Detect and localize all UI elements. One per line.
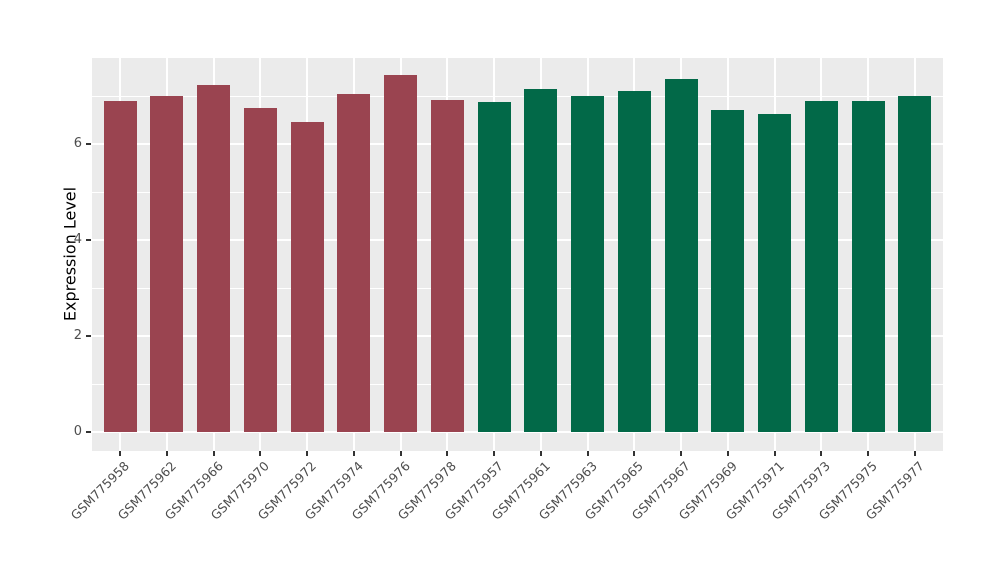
y-tick-label-4: 4 (73, 232, 82, 247)
x-tick-mark-gsm775974 (352, 451, 355, 456)
bar-gsm775973 (805, 101, 838, 432)
x-tick-mark-gsm775962 (165, 451, 168, 456)
bar-gsm775970 (244, 108, 277, 432)
y-tick-mark-2 (86, 335, 91, 337)
bar-gsm775976 (384, 75, 417, 432)
bar-gsm775971 (758, 114, 791, 432)
x-tick-mark-gsm775957 (493, 451, 496, 456)
gridline-minor-3 (92, 288, 943, 289)
y-tick-label-6: 6 (73, 136, 82, 151)
gridline-minor-7 (92, 96, 943, 97)
bar-gsm775972 (291, 122, 324, 432)
y-tick-mark-0 (86, 431, 91, 433)
x-tick-mark-gsm775970 (259, 451, 262, 456)
bar-gsm775962 (150, 96, 183, 432)
y-tick-label-2: 2 (73, 328, 82, 343)
x-tick-mark-gsm775971 (773, 451, 776, 456)
bar-gsm775967 (665, 79, 698, 432)
bar-gsm775961 (524, 89, 557, 432)
bar-gsm775966 (197, 85, 230, 432)
gridline-major-0 (92, 431, 943, 433)
bar-gsm775957 (478, 102, 511, 432)
x-tick-mark-gsm775965 (633, 451, 636, 456)
x-tick-mark-gsm775975 (867, 451, 870, 456)
bar-gsm775963 (571, 96, 604, 432)
x-tick-mark-gsm775972 (306, 451, 309, 456)
x-tick-mark-gsm775977 (913, 451, 916, 456)
y-tick-mark-4 (86, 239, 91, 241)
gridline-minor-1 (92, 384, 943, 385)
x-tick-mark-gsm775973 (820, 451, 823, 456)
bar-gsm775974 (337, 94, 370, 432)
x-tick-mark-gsm775969 (726, 451, 729, 456)
gridline-major-4 (92, 239, 943, 241)
x-tick-mark-gsm775961 (539, 451, 542, 456)
x-tick-mark-gsm775963 (586, 451, 589, 456)
gridline-major-6 (92, 143, 943, 145)
x-tick-mark-gsm775978 (446, 451, 449, 456)
y-tick-mark-6 (86, 143, 91, 145)
bar-gsm775965 (618, 91, 651, 432)
gridline-minor-5 (92, 192, 943, 193)
bar-gsm775958 (104, 101, 137, 432)
x-tick-mark-gsm775967 (680, 451, 683, 456)
bar-gsm775969 (711, 110, 744, 432)
y-tick-label-0: 0 (73, 424, 82, 439)
bar-gsm775978 (431, 100, 464, 432)
bar-gsm775977 (898, 96, 931, 432)
x-tick-mark-gsm775976 (399, 451, 402, 456)
x-tick-mark-gsm775966 (212, 451, 215, 456)
bar-gsm775975 (852, 101, 885, 432)
x-tick-mark-gsm775958 (119, 451, 122, 456)
gridline-major-2 (92, 335, 943, 337)
plot-panel (92, 58, 943, 451)
y-axis-title: Expression Level (60, 186, 80, 322)
